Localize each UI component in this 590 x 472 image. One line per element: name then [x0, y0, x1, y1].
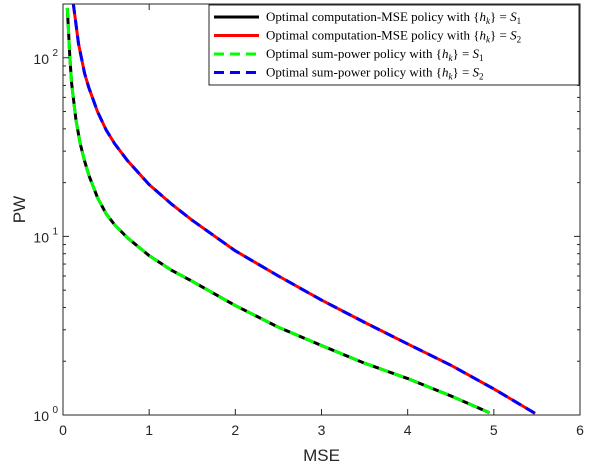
y-tick-label: 10 — [33, 51, 49, 67]
x-tick-label: 1 — [145, 422, 153, 438]
legend-entry-3: Optimal sum-power policy with {hk} = S1 — [266, 46, 484, 63]
legend-entry-4: Optimal sum-power policy with {hk} = S2 — [266, 65, 484, 82]
x-tick-label: 0 — [59, 422, 67, 438]
y-tick-exponent: 0 — [52, 405, 58, 416]
x-tick-label: 4 — [404, 422, 412, 438]
y-tick-label: 10 — [33, 229, 49, 245]
series-group — [65, 4, 536, 415]
legend-entry-2: Optimal computation-MSE policy with {hk}… — [266, 28, 521, 45]
y-tick-label: 10 — [33, 408, 49, 424]
x-tick-label: 3 — [318, 422, 326, 438]
y-tick-exponent: 2 — [52, 48, 58, 59]
x-tick-label: 6 — [576, 422, 584, 438]
series-line-3 — [65, 7, 491, 415]
series-line-4 — [71, 4, 536, 415]
x-tick-label: 5 — [490, 422, 498, 438]
legend-box — [208, 4, 580, 86]
y-axis-label: PW — [10, 196, 29, 223]
x-axis-label: MSE — [303, 446, 340, 465]
y-tick-exponent: 1 — [52, 226, 58, 237]
x-tick-label: 2 — [231, 422, 239, 438]
legend-entry-1: Optimal computation-MSE policy with {hk}… — [266, 9, 521, 26]
